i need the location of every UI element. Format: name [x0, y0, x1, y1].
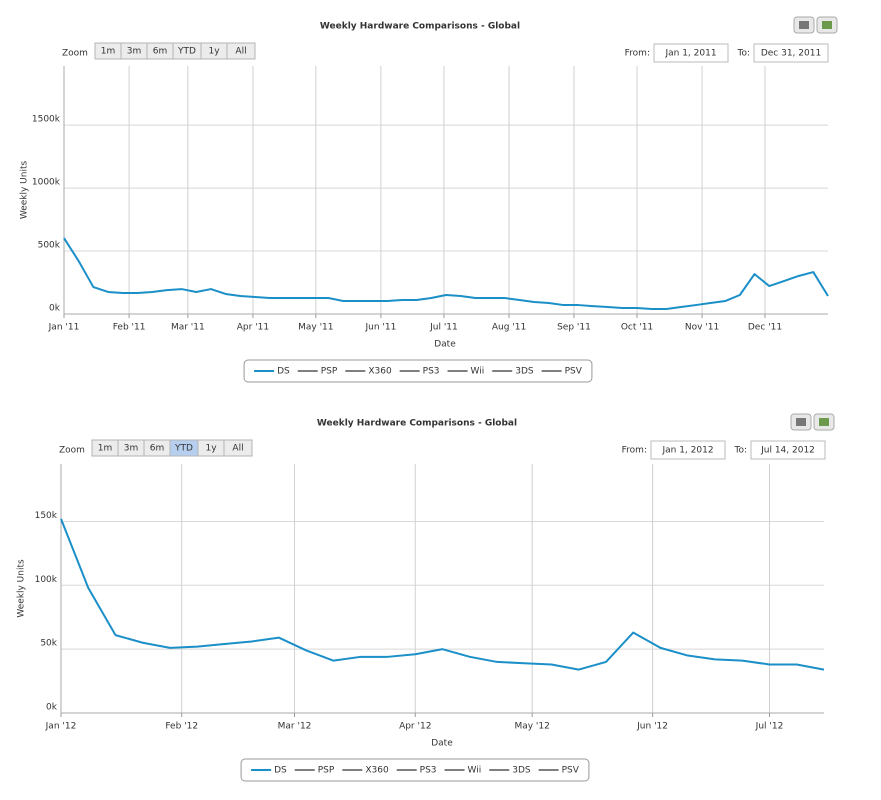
- y-tick-label: 150k: [35, 511, 58, 521]
- y-tick-label: 50k: [40, 639, 57, 649]
- legend-label[interactable]: X360: [368, 367, 392, 377]
- x-tick-label: Jun '11: [364, 323, 396, 333]
- zoom-button[interactable]: [226, 42, 256, 60]
- zoom-button-label: 1m: [98, 444, 113, 454]
- to-input[interactable]: [750, 440, 826, 460]
- x-axis-title: Date: [431, 739, 453, 749]
- to-input[interactable]: [753, 43, 829, 63]
- y-tick-label: 500k: [38, 241, 61, 251]
- x-tick-label: Jan '12: [45, 722, 77, 732]
- chart-title: Weekly Hardware Comparisons - Global: [317, 419, 517, 429]
- zoom-button-label: All: [235, 47, 246, 57]
- x-tick-label: Apr '11: [237, 323, 269, 333]
- legend-label[interactable]: 3DS: [515, 367, 534, 377]
- legend-label[interactable]: PSP: [318, 766, 335, 776]
- y-axis-title: Weekly Units: [20, 161, 30, 220]
- from-value: Jan 1, 2011: [664, 49, 716, 59]
- x-tick-label: Jul '11: [429, 323, 458, 333]
- chart-title: Weekly Hardware Comparisons - Global: [320, 22, 520, 32]
- legend-label[interactable]: Wii: [468, 766, 482, 776]
- x-tick-label: Dec '11: [748, 323, 782, 333]
- y-tick-label: 100k: [35, 575, 58, 585]
- legend-label[interactable]: PSV: [565, 367, 583, 377]
- to-value: Dec 31, 2011: [761, 49, 821, 59]
- x-tick-label: Nov '11: [685, 323, 719, 333]
- y-tick-label: 0k: [49, 304, 61, 314]
- y-axis-title: Weekly Units: [17, 559, 27, 618]
- data-line: [63, 237, 829, 310]
- zoom-button-label: 6m: [153, 47, 168, 57]
- legend-label[interactable]: PS3: [423, 367, 440, 377]
- legend-label[interactable]: Wii: [471, 367, 485, 377]
- x-tick-label: Sep '11: [557, 323, 591, 333]
- zoom-button[interactable]: [223, 439, 253, 457]
- zoom-button-label: 6m: [150, 444, 165, 454]
- to-label: To:: [736, 49, 750, 59]
- x-tick-label: Mar '12: [278, 722, 312, 732]
- legend-label[interactable]: 3DS: [512, 766, 531, 776]
- x-tick-label: Feb '12: [165, 722, 198, 732]
- zoom-button-label: All: [232, 444, 243, 454]
- x-tick-label: Oct '11: [621, 323, 653, 333]
- data-line: [60, 518, 825, 671]
- legend-label[interactable]: X360: [365, 766, 389, 776]
- legend: DS PSP X360 PS3 Wii 3DS PSV: [240, 758, 590, 782]
- zoom-button-label: YTD: [177, 47, 196, 57]
- legend-label[interactable]: DS: [274, 766, 287, 776]
- zoom-button-label: YTD: [174, 444, 193, 454]
- y-tick-label: 1000k: [32, 178, 61, 188]
- x-tick-label: Apr '12: [399, 722, 431, 732]
- x-tick-label: May '12: [514, 722, 549, 732]
- to-value: Jul 14, 2012: [760, 446, 815, 456]
- x-tick-label: Jul '12: [755, 722, 784, 732]
- to-label: To:: [733, 446, 747, 456]
- zoom-button-label: 3m: [127, 47, 142, 57]
- icon: [799, 21, 809, 29]
- legend-label[interactable]: PSV: [562, 766, 580, 776]
- zoom-label: Zoom: [62, 49, 88, 59]
- icon: [796, 418, 806, 426]
- zoom-label: Zoom: [59, 446, 85, 456]
- from-value: Jan 1, 2012: [661, 446, 713, 456]
- x-tick-label: Mar '11: [171, 323, 205, 333]
- x-tick-label: Jun '12: [636, 722, 668, 732]
- legend-items: DS PSP X360 PS3 Wii 3DS PSV: [251, 766, 580, 776]
- from-label: From:: [622, 446, 647, 456]
- legend-label[interactable]: DS: [277, 367, 290, 377]
- x-tick-label: Feb '11: [113, 323, 146, 333]
- y-tick-label: 0k: [46, 703, 58, 713]
- legend: DS PSP X360 PS3 Wii 3DS PSV: [243, 359, 593, 383]
- zoom-button-label: 1y: [205, 444, 217, 454]
- legend-label[interactable]: PS3: [420, 766, 437, 776]
- x-axis-title: Date: [434, 340, 456, 350]
- x-tick-label: Aug '11: [492, 323, 526, 333]
- y-tick-label: 1500k: [32, 115, 61, 125]
- from-label: From:: [625, 49, 650, 59]
- from-input[interactable]: [653, 43, 729, 63]
- from-input[interactable]: [650, 440, 726, 460]
- zoom-button-label: 3m: [124, 444, 139, 454]
- legend-label[interactable]: PSP: [321, 367, 338, 377]
- zoom-button-label: 1m: [101, 47, 116, 57]
- icon: [822, 21, 832, 29]
- legend-items: DS PSP X360 PS3 Wii 3DS PSV: [254, 367, 583, 377]
- icon: [819, 418, 829, 426]
- x-tick-label: Jan '11: [48, 323, 80, 333]
- x-tick-label: May '11: [298, 323, 333, 333]
- zoom-button-label: 1y: [208, 47, 220, 57]
